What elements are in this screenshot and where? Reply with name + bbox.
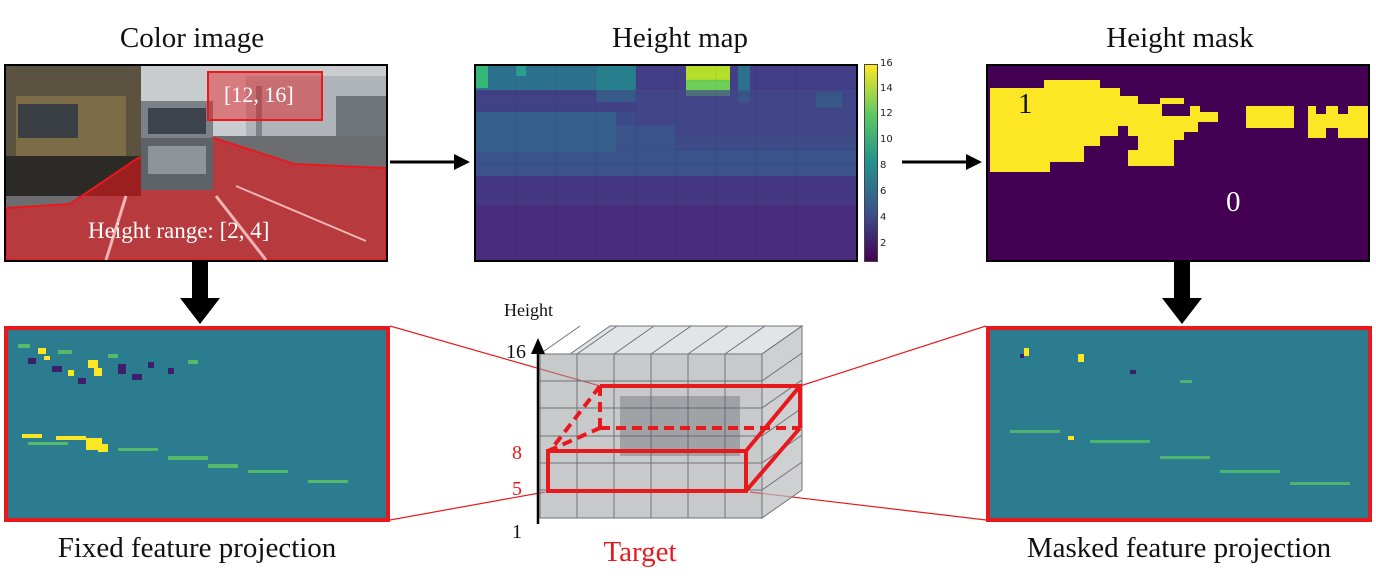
height-map-panel <box>474 64 858 262</box>
height-tick-8: 8 <box>512 442 522 464</box>
arrow-to-height-mask <box>902 154 982 170</box>
masked-feature-panel <box>986 326 1372 522</box>
title-height-map: Height map <box>611 22 749 54</box>
title-color-image: Color image <box>119 22 265 54</box>
connector-left-bottom <box>390 491 546 521</box>
connector-right-top <box>799 325 986 387</box>
mask-label-zero: 0 <box>1226 186 1241 218</box>
height-map-grid <box>476 66 856 260</box>
caption-fixed-feature-projection: Fixed feature projection <box>57 532 337 564</box>
region-top-label: [12, 16] <box>224 82 294 107</box>
colorbar-tick: 14 <box>880 83 893 94</box>
arrow-down-right <box>1162 262 1202 324</box>
colorbar-tick: 8 <box>880 160 887 171</box>
colorbar-tick: 10 <box>880 134 893 145</box>
height-axis-arrowhead <box>531 338 545 354</box>
caption-masked-feature-projection: Masked feature projection <box>1026 532 1332 564</box>
fixed-feature-map <box>8 330 386 518</box>
height-axis-label: Height <box>504 300 553 320</box>
region-bottom-label: Height range: [2, 4] <box>88 218 270 243</box>
arrow-down-left <box>180 262 220 324</box>
voxel-diagram: Height 16 8 5 1 <box>390 300 986 543</box>
colorbar-tick: 12 <box>880 108 893 119</box>
color-image-panel: [12, 16] Height range: [2, 4] <box>4 64 388 262</box>
colorbar-tick: 6 <box>880 186 887 197</box>
height-tick-5: 5 <box>512 478 522 500</box>
height-tick-16: 16 <box>506 341 526 363</box>
fixed-feature-panel <box>4 326 390 522</box>
colorbar-tick: 4 <box>880 212 887 223</box>
colorbar-ticks: 16 14 12 10 8 6 4 2 <box>880 58 910 268</box>
height-mask-panel: 1 0 <box>986 64 1370 262</box>
target-slab-lower <box>546 384 802 493</box>
arrow-to-height-map <box>390 154 470 170</box>
height-tick-1: 1 <box>512 521 522 543</box>
mask-label-one: 1 <box>1018 88 1033 120</box>
colorbar <box>864 64 878 262</box>
title-height-mask: Height mask <box>1106 22 1254 54</box>
colorbar-tick: 2 <box>880 238 887 249</box>
top-height-region <box>207 71 323 121</box>
masked-feature-map <box>990 330 1368 518</box>
height-mask-image <box>988 66 1368 260</box>
ground-height-region <box>6 136 386 260</box>
caption-target: Target <box>603 536 677 568</box>
street-scene-image <box>6 66 386 260</box>
colorbar-tick: 16 <box>880 58 893 69</box>
